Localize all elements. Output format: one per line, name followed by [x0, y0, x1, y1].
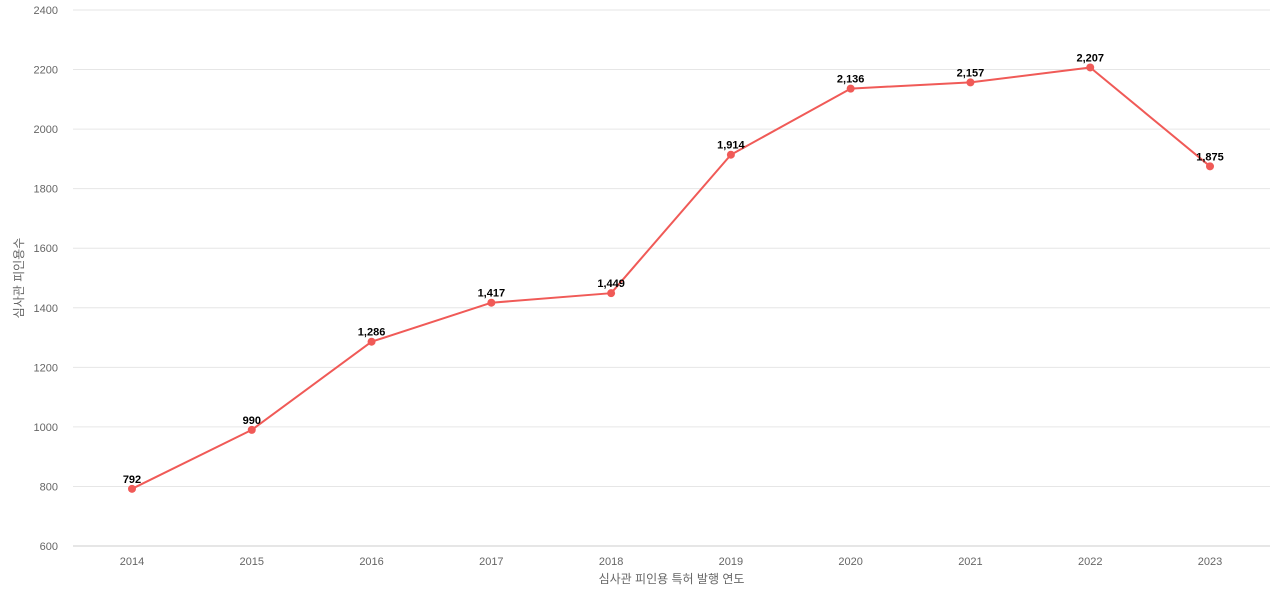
data-label: 1,286	[358, 327, 386, 339]
data-point[interactable]	[846, 84, 855, 93]
y-tick-label: 1200	[34, 362, 58, 374]
x-tick-label: 2015	[240, 556, 264, 568]
data-label: 1,875	[1196, 151, 1224, 163]
series-group	[128, 63, 1214, 493]
x-tick-label: 2020	[838, 556, 862, 568]
y-tick-label: 1800	[34, 184, 58, 196]
x-tick-label: 2018	[599, 556, 623, 568]
x-tick-label: 2022	[1078, 556, 1102, 568]
y-axis-title: 심사관 피인용수	[12, 238, 26, 319]
x-tick-label: 2014	[120, 556, 144, 568]
data-point[interactable]	[726, 150, 735, 159]
y-tick-label: 2000	[34, 124, 58, 136]
x-tick-label: 2016	[359, 556, 383, 568]
x-axis-title: 심사관 피인용 특허 발행 연도	[599, 571, 745, 586]
y-tick-label: 2200	[34, 65, 58, 77]
series-line	[131, 66, 1211, 490]
data-point[interactable]	[247, 425, 256, 434]
y-tick-label: 1000	[34, 422, 58, 434]
data-label: 2,207	[1076, 52, 1104, 64]
data-label: 1,449	[597, 278, 625, 290]
data-label: 792	[123, 474, 141, 486]
data-label: 1,914	[717, 140, 745, 152]
x-tick-label: 2019	[719, 556, 743, 568]
data-point[interactable]	[487, 298, 496, 307]
data-point[interactable]	[367, 337, 376, 346]
data-point[interactable]	[1086, 63, 1095, 72]
y-tick-label: 2400	[34, 5, 58, 17]
data-label: 990	[243, 415, 261, 427]
data-label: 2,136	[837, 74, 865, 86]
y-tick-label: 800	[40, 481, 58, 493]
x-axis-ticks: 2014 2015 2016 2017 2018 2019 2020 2021 2022 2023	[120, 556, 1222, 568]
x-tick-label: 2017	[479, 556, 503, 568]
x-tick-label: 2023	[1198, 556, 1222, 568]
data-point[interactable]	[1206, 162, 1214, 171]
data-label: 2,157	[957, 67, 985, 79]
y-tick-label: 600	[40, 541, 58, 553]
data-labels: 792 990 1,286 1,417 1,449 1,914 2,136 2,157 2,20…	[123, 52, 1224, 485]
data-label: 1,417	[478, 288, 506, 300]
data-point[interactable]	[966, 78, 975, 87]
y-tick-label: 1400	[34, 303, 58, 315]
x-tick-label: 2021	[958, 556, 982, 568]
gridlines	[73, 9, 1270, 547]
y-axis-ticks: 600 800 1000 1200 1400 1600 1800 2000 2200 2400	[34, 5, 58, 553]
data-point[interactable]	[128, 484, 136, 493]
data-point[interactable]	[607, 289, 616, 298]
y-tick-label: 1600	[34, 243, 58, 255]
